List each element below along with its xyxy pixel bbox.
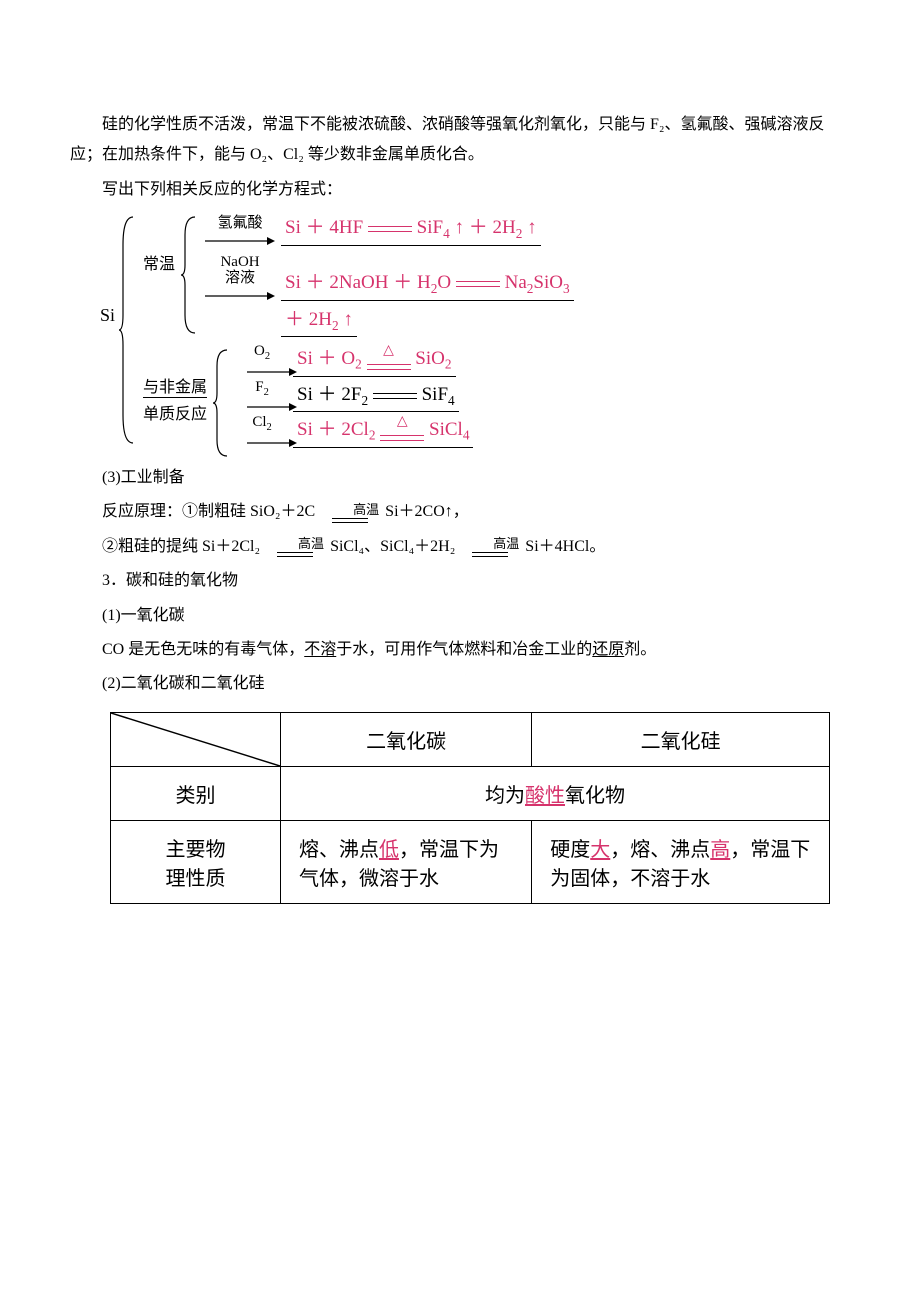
- prep-line-1: 反应原理：①制粗硅 SiO₂＋2C 高温 Si＋2CO↑，: [70, 497, 850, 527]
- rxn-naoh: NaOH 溶液 Si ＋ 2NaOH ＋ H2O Na2SiO3: [205, 254, 574, 301]
- r4-reagent: F2: [255, 379, 269, 399]
- prep1-a: 反应原理：①制粗硅 SiO₂＋2C: [102, 503, 315, 520]
- prep-line-2: ②粗硅的提纯 Si＋2Cl₂ 高温 SiCl₄、SiCl₄＋2H₂ 高温 Si＋…: [70, 532, 850, 562]
- th-co2: 二氧化碳: [281, 712, 532, 766]
- heading-3: 3．碳和硅的氧化物: [70, 566, 850, 596]
- prep2-condition1: 高温: [266, 537, 324, 557]
- table-row-physical: 主要物 理性质 熔、沸点低，常温下为气体，微溶于水 硬度大，熔、沸点高，常温下为…: [111, 820, 830, 903]
- prep2-c: SiCl₄、SiCl₄＋2H₂: [330, 538, 455, 555]
- r1-reagent: 氢氟酸: [218, 215, 263, 232]
- row2-co2: 熔、沸点低，常温下为气体，微溶于水: [281, 820, 532, 903]
- heading-3-2: (2)二氧化碳和二氧化硅: [70, 669, 850, 699]
- reaction-diagram: Si 常温 氢氟酸: [100, 215, 850, 453]
- rxn-hf: 氢氟酸 Si ＋ 4HF SiF4 ↑ ＋ 2H2 ↑: [205, 215, 574, 246]
- prep2-a: ②粗硅的提纯 Si＋2Cl₂: [102, 538, 260, 555]
- r2sio2-a: 硬度: [550, 839, 590, 861]
- r2co2-pink: 低: [379, 839, 399, 861]
- row1-value: 均为酸性氧化物: [281, 766, 830, 820]
- prep1-c: Si＋2CO↑，: [385, 503, 469, 520]
- heading-3-1: (1)一氧化碳: [70, 601, 850, 631]
- r5-reagent: Cl2: [252, 414, 271, 434]
- intro-paragraph-1: 硅的化学性质不活泼，常温下不能被浓硫酸、浓硝酸等强氧化剂氧化，只能与 F₂、氢氟…: [70, 110, 850, 171]
- r1-equation: Si ＋ 4HF SiF4 ↑ ＋ 2H2 ↑: [281, 215, 541, 245]
- r2co2-a: 熔、沸点: [299, 839, 379, 861]
- row2-sio2: 硬度大，熔、沸点高，常温下为固体，不溶于水: [532, 820, 830, 903]
- branch2-label2: 单质反应: [143, 397, 207, 424]
- r2sio2-p2: 高: [710, 839, 730, 861]
- r2-equation: Si ＋ 2NaOH ＋ H2O Na2SiO3: [281, 270, 574, 300]
- section-3-heading: (3)工业制备: [70, 463, 850, 493]
- co-desc-u1: 不溶: [304, 641, 336, 658]
- r2sio2-b: ，熔、沸点: [610, 839, 710, 861]
- prep2-e: Si＋4HCl。: [525, 538, 605, 555]
- r4-equation: Si ＋ 2F2 SiF4: [293, 382, 459, 412]
- r1-a: 均为: [485, 785, 525, 807]
- r3-reagent: O2: [254, 343, 270, 363]
- brace-sub1: [181, 215, 199, 335]
- rxn-f2: F2 Si ＋ 2F2 SiF4: [237, 379, 473, 413]
- co-description: CO 是无色无味的有毒气体，不溶于水，可用作气体燃料和冶金工业的还原剂。: [70, 635, 850, 665]
- r2-continuation: ＋ 2H2 ↑: [205, 303, 574, 337]
- rxn-cl2: Cl2 Si ＋ 2Cl2 △ SiCl4: [237, 414, 473, 448]
- row2-label: 主要物 理性质: [111, 820, 281, 903]
- rxn-o2: O2 Si ＋ O2 △ SiO2: [237, 343, 473, 377]
- branch-nonmetal: 与非金属 单质反应 O2 Si ＋ O2 △ SiO2: [143, 343, 574, 453]
- diagonal-cell: [111, 712, 281, 766]
- r2-label2: 理性质: [166, 868, 226, 890]
- brace-sub2: [213, 343, 231, 453]
- r1-b: 氧化物: [565, 785, 625, 807]
- r1-pink: 酸性: [525, 785, 565, 807]
- co-desc-b: 于水，可用作气体燃料和冶金工业的: [336, 641, 592, 658]
- th-sio2: 二氧化硅: [532, 712, 830, 766]
- prep2-condition2: 高温: [461, 537, 519, 557]
- r3-equation: Si ＋ O2 △ SiO2: [293, 344, 455, 377]
- brace-main: [119, 215, 137, 445]
- branch-normal-temp: 常温 氢氟酸 Si ＋ 4HF SiF4 ↑ ＋ 2H2 ↑: [143, 215, 574, 337]
- intro-paragraph-2: 写出下列相关反应的化学方程式：: [70, 175, 850, 205]
- row1-label: 类别: [111, 766, 281, 820]
- co-desc-c: 剂。: [624, 641, 656, 658]
- r2-reagent1: NaOH: [220, 254, 259, 271]
- prep2-cond2-text: 高温: [461, 537, 519, 551]
- co-desc-a: CO 是无色无味的有毒气体，: [102, 641, 304, 658]
- r2-label1: 主要物: [166, 839, 226, 861]
- r2sio2-p1: 大: [590, 839, 610, 861]
- prep2-cond1-text: 高温: [266, 537, 324, 551]
- prep1-cond-text: 高温: [321, 503, 379, 517]
- page-content: 硅的化学性质不活泼，常温下不能被浓硫酸、浓硝酸等强氧化剂氧化，只能与 F₂、氢氟…: [0, 0, 920, 944]
- table-row-category: 类别 均为酸性氧化物: [111, 766, 830, 820]
- r2-reagent2: 溶液: [225, 270, 255, 287]
- diagram-root: Si: [100, 215, 119, 326]
- prep1-condition: 高温: [321, 503, 379, 523]
- table-header-row: 二氧化碳 二氧化硅: [111, 712, 830, 766]
- co-desc-u2: 还原: [592, 641, 624, 658]
- branch1-label: 常温: [143, 215, 181, 276]
- r5-equation: Si ＋ 2Cl2 △ SiCl4: [293, 415, 473, 448]
- comparison-table: 二氧化碳 二氧化硅 类别 均为酸性氧化物 主要物 理性质 熔、沸点低，常温下为气…: [110, 712, 830, 904]
- branch2-label1: 与非金属: [143, 373, 207, 397]
